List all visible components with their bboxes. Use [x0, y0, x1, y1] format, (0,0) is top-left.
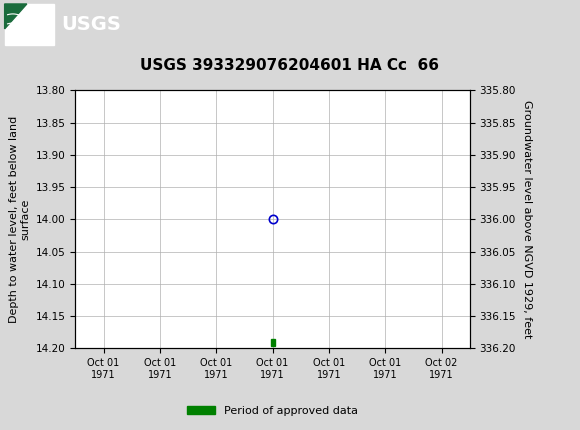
Y-axis label: Depth to water level, feet below land
surface: Depth to water level, feet below land su…	[9, 116, 30, 323]
Text: USGS 393329076204601 HA Cc  66: USGS 393329076204601 HA Cc 66	[140, 58, 440, 73]
Bar	[271, 339, 274, 347]
Text: USGS: USGS	[61, 15, 121, 34]
Bar	[5, 4, 54, 46]
Y-axis label: Groundwater level above NGVD 1929, feet: Groundwater level above NGVD 1929, feet	[521, 100, 532, 338]
Polygon shape	[5, 4, 27, 29]
Legend: Period of approved data: Period of approved data	[183, 401, 362, 420]
